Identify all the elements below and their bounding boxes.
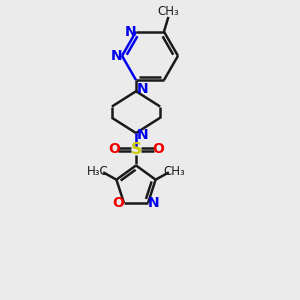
Text: CH₃: CH₃ bbox=[158, 4, 179, 17]
Text: O: O bbox=[152, 142, 164, 156]
Text: N: N bbox=[125, 25, 136, 39]
Text: N: N bbox=[137, 82, 148, 96]
Text: CH₃: CH₃ bbox=[163, 165, 185, 178]
Text: O: O bbox=[108, 142, 120, 156]
Text: H₃C: H₃C bbox=[87, 165, 109, 178]
Text: N: N bbox=[148, 196, 159, 210]
Text: N: N bbox=[137, 128, 148, 142]
Text: S: S bbox=[130, 142, 142, 157]
Text: O: O bbox=[113, 196, 124, 210]
Text: N: N bbox=[111, 49, 123, 63]
